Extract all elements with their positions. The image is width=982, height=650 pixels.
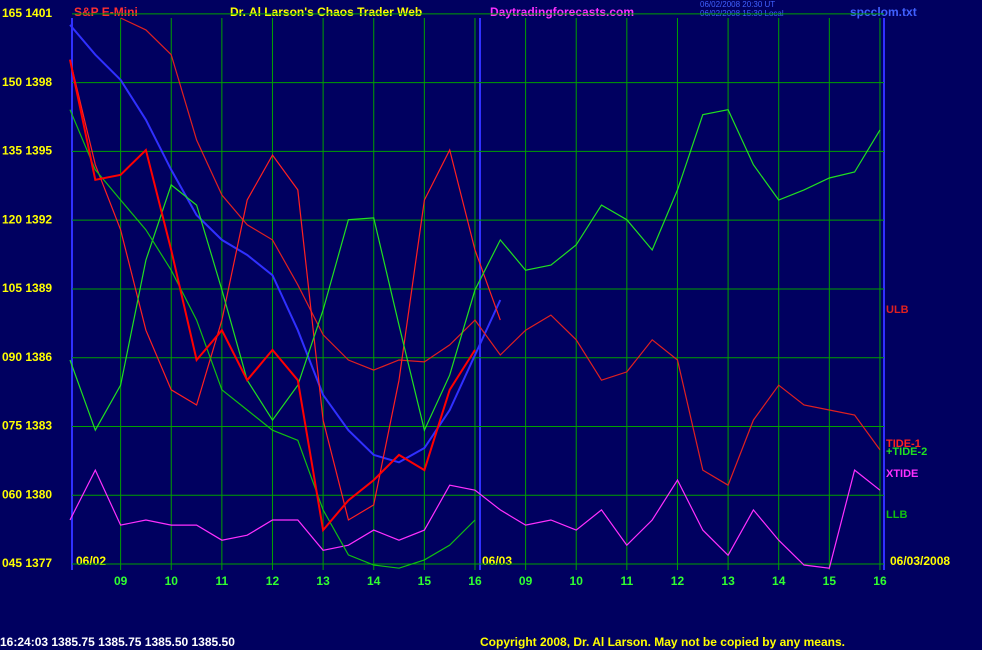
series-line bbox=[69, 24, 502, 464]
y-tick-label: 135 1395 bbox=[2, 144, 52, 158]
y-tick-label: 060 1380 bbox=[2, 487, 52, 501]
plot bbox=[69, 17, 881, 569]
status-bar: 16:24:03 1385.75 1385.75 1385.50 1385.50 bbox=[0, 635, 235, 649]
legend-label: TIDE-1 bbox=[886, 438, 921, 450]
y-tick-label: 150 1398 bbox=[2, 75, 52, 89]
x-tick-label: 15 bbox=[418, 574, 432, 588]
y-tick-label: 120 1392 bbox=[2, 212, 52, 226]
x-tick-label: 13 bbox=[316, 574, 330, 588]
y-tick-label: 165 1401 bbox=[2, 6, 52, 20]
x-tick-label: 10 bbox=[570, 574, 584, 588]
x-tick-label: 10 bbox=[165, 574, 179, 588]
legend-label: XTIDE bbox=[886, 468, 918, 480]
x-tick-label: 11 bbox=[620, 574, 633, 588]
x-tick-label: 16 bbox=[468, 574, 482, 588]
website: Daytradingforecasts.com bbox=[490, 5, 634, 19]
x-tick-label: 14 bbox=[367, 574, 381, 588]
y-tick-label: 045 1377 bbox=[2, 556, 52, 570]
series-line bbox=[69, 59, 501, 521]
legend-label: LLB bbox=[886, 509, 907, 521]
date-label: 06/03/2008 bbox=[890, 554, 950, 568]
x-tick-label: 14 bbox=[772, 574, 786, 588]
series-line bbox=[69, 109, 881, 433]
x-tick-label: 09 bbox=[114, 574, 128, 588]
series-line bbox=[69, 468, 881, 569]
x-tick-label: 09 bbox=[519, 574, 533, 588]
file-name: spcclom.txt bbox=[850, 5, 917, 19]
chart-title: Dr. Al Larson's Chaos Trader Web bbox=[230, 5, 422, 19]
x-tick-label: 11 bbox=[216, 574, 229, 588]
series-line bbox=[69, 59, 476, 533]
y-tick-label: 105 1389 bbox=[2, 281, 52, 295]
x-tick-label: 15 bbox=[823, 574, 837, 588]
y-tick-label: 090 1386 bbox=[2, 350, 52, 364]
x-tick-label: 12 bbox=[671, 574, 685, 588]
copyright: Copyright 2008, Dr. Al Larson. May not b… bbox=[480, 635, 845, 649]
x-tick-label: 12 bbox=[266, 574, 280, 588]
timestamp: 06/02/2008 20:30 UT bbox=[700, 0, 775, 9]
instrument: S&P E-Mini bbox=[74, 5, 138, 19]
date-label: 06/02 bbox=[76, 554, 106, 568]
legend-label: ULB bbox=[886, 304, 909, 316]
series-line bbox=[120, 17, 881, 487]
y-tick-label: 075 1383 bbox=[2, 419, 52, 433]
legend-label: +TIDE-2 bbox=[886, 446, 927, 458]
series-line bbox=[69, 109, 476, 569]
date-label: 06/03 bbox=[482, 554, 512, 568]
x-tick-label: 16 bbox=[873, 574, 887, 588]
x-tick-label: 13 bbox=[721, 574, 735, 588]
